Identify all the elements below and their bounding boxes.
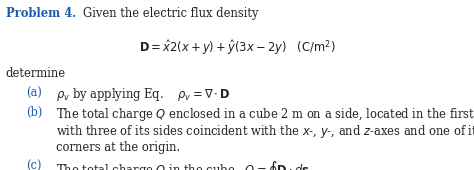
Text: with three of its sides coincident with the $x$-, $y$-, and $z$-axes and one of : with three of its sides coincident with … [56, 123, 474, 140]
Text: The total charge $Q$ in the cube   $Q=\oint\mathbf{D}\cdot d\mathbf{s}$: The total charge $Q$ in the cube $Q=\oin… [56, 160, 310, 170]
Text: The total charge $Q$ enclosed in a cube 2 m on a side, located in the first octa: The total charge $Q$ enclosed in a cube … [56, 106, 474, 123]
Text: (a): (a) [26, 87, 42, 99]
Text: $\mathbf{D} = \hat{x}2(x+y)+\hat{y}(3x-2y)\quad(\mathrm{C/m^{2}})$: $\mathbf{D} = \hat{x}2(x+y)+\hat{y}(3x-2… [139, 38, 335, 57]
Text: (c): (c) [26, 160, 42, 170]
Text: Problem 4.: Problem 4. [6, 7, 76, 20]
Text: determine: determine [6, 67, 66, 80]
Text: (b): (b) [26, 106, 43, 119]
Text: corners at the origin.: corners at the origin. [56, 141, 180, 154]
Text: Given the electric flux density: Given the electric flux density [83, 7, 258, 20]
Text: $\rho_v$ by applying Eq.    $\rho_v = \nabla\cdot\mathbf{D}$: $\rho_v$ by applying Eq. $\rho_v = \nabl… [56, 87, 231, 104]
